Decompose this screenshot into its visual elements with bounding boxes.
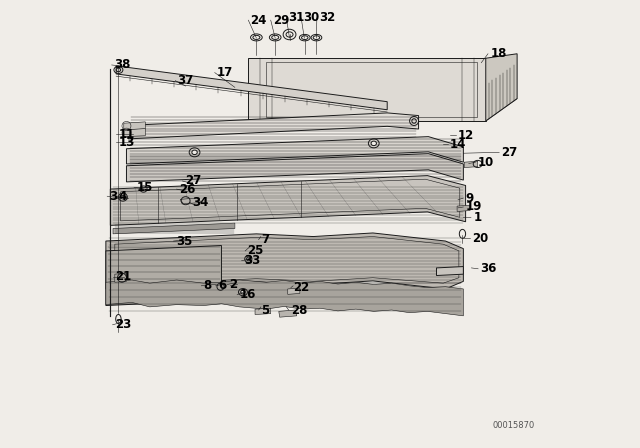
- Text: 15: 15: [136, 181, 153, 194]
- Polygon shape: [457, 205, 470, 211]
- Text: 33: 33: [244, 254, 260, 267]
- Text: 34: 34: [192, 196, 209, 209]
- Polygon shape: [248, 99, 517, 123]
- Text: 14: 14: [450, 138, 467, 151]
- Polygon shape: [106, 233, 463, 289]
- Text: 32: 32: [319, 11, 335, 25]
- Text: 22: 22: [293, 281, 309, 294]
- Text: 27: 27: [502, 146, 518, 159]
- Text: 3: 3: [109, 190, 118, 203]
- Text: 30: 30: [303, 11, 319, 25]
- Polygon shape: [115, 273, 127, 282]
- Text: 21: 21: [115, 270, 131, 284]
- Polygon shape: [255, 308, 271, 314]
- Text: 5: 5: [261, 303, 269, 317]
- Polygon shape: [106, 246, 221, 306]
- Text: 31: 31: [289, 11, 305, 25]
- Text: 18: 18: [490, 47, 507, 60]
- Text: 12: 12: [458, 129, 474, 142]
- Text: 7: 7: [261, 233, 269, 246]
- Ellipse shape: [241, 290, 245, 294]
- Text: 20: 20: [472, 232, 488, 245]
- Text: 29: 29: [273, 13, 289, 27]
- Text: 23: 23: [115, 318, 131, 332]
- Text: 25: 25: [248, 244, 264, 258]
- Polygon shape: [436, 267, 463, 276]
- Polygon shape: [106, 280, 463, 316]
- Text: 37: 37: [177, 74, 194, 87]
- Text: 27: 27: [185, 174, 201, 188]
- Text: 17: 17: [217, 66, 233, 79]
- Polygon shape: [127, 154, 463, 182]
- Ellipse shape: [371, 141, 376, 146]
- Ellipse shape: [120, 195, 125, 199]
- Text: 00015870: 00015870: [493, 421, 535, 430]
- Polygon shape: [113, 223, 235, 234]
- Text: 38: 38: [114, 58, 131, 72]
- Ellipse shape: [192, 150, 197, 155]
- Polygon shape: [116, 66, 387, 110]
- Text: 9: 9: [466, 191, 474, 205]
- Polygon shape: [486, 54, 517, 121]
- Text: 26: 26: [179, 182, 195, 196]
- Polygon shape: [113, 239, 235, 250]
- Text: 16: 16: [239, 288, 256, 302]
- Polygon shape: [128, 113, 419, 139]
- Text: 4: 4: [118, 190, 127, 203]
- Polygon shape: [279, 310, 297, 317]
- Polygon shape: [248, 58, 486, 121]
- Polygon shape: [464, 161, 477, 168]
- Text: 19: 19: [466, 200, 482, 214]
- Text: 8: 8: [204, 279, 212, 293]
- Polygon shape: [288, 288, 300, 294]
- Polygon shape: [180, 198, 202, 204]
- Text: 13: 13: [118, 136, 134, 149]
- Text: 28: 28: [291, 303, 307, 317]
- Polygon shape: [127, 137, 463, 164]
- Text: 35: 35: [176, 234, 192, 248]
- Text: 1: 1: [473, 211, 481, 224]
- Text: 6: 6: [218, 279, 226, 293]
- Polygon shape: [110, 176, 466, 225]
- Text: 10: 10: [477, 155, 494, 169]
- Ellipse shape: [246, 257, 250, 261]
- Text: 24: 24: [251, 13, 267, 27]
- Text: 2: 2: [230, 278, 237, 291]
- Text: 36: 36: [481, 262, 497, 276]
- Polygon shape: [124, 129, 145, 137]
- Polygon shape: [124, 122, 145, 130]
- Text: 11: 11: [118, 128, 134, 141]
